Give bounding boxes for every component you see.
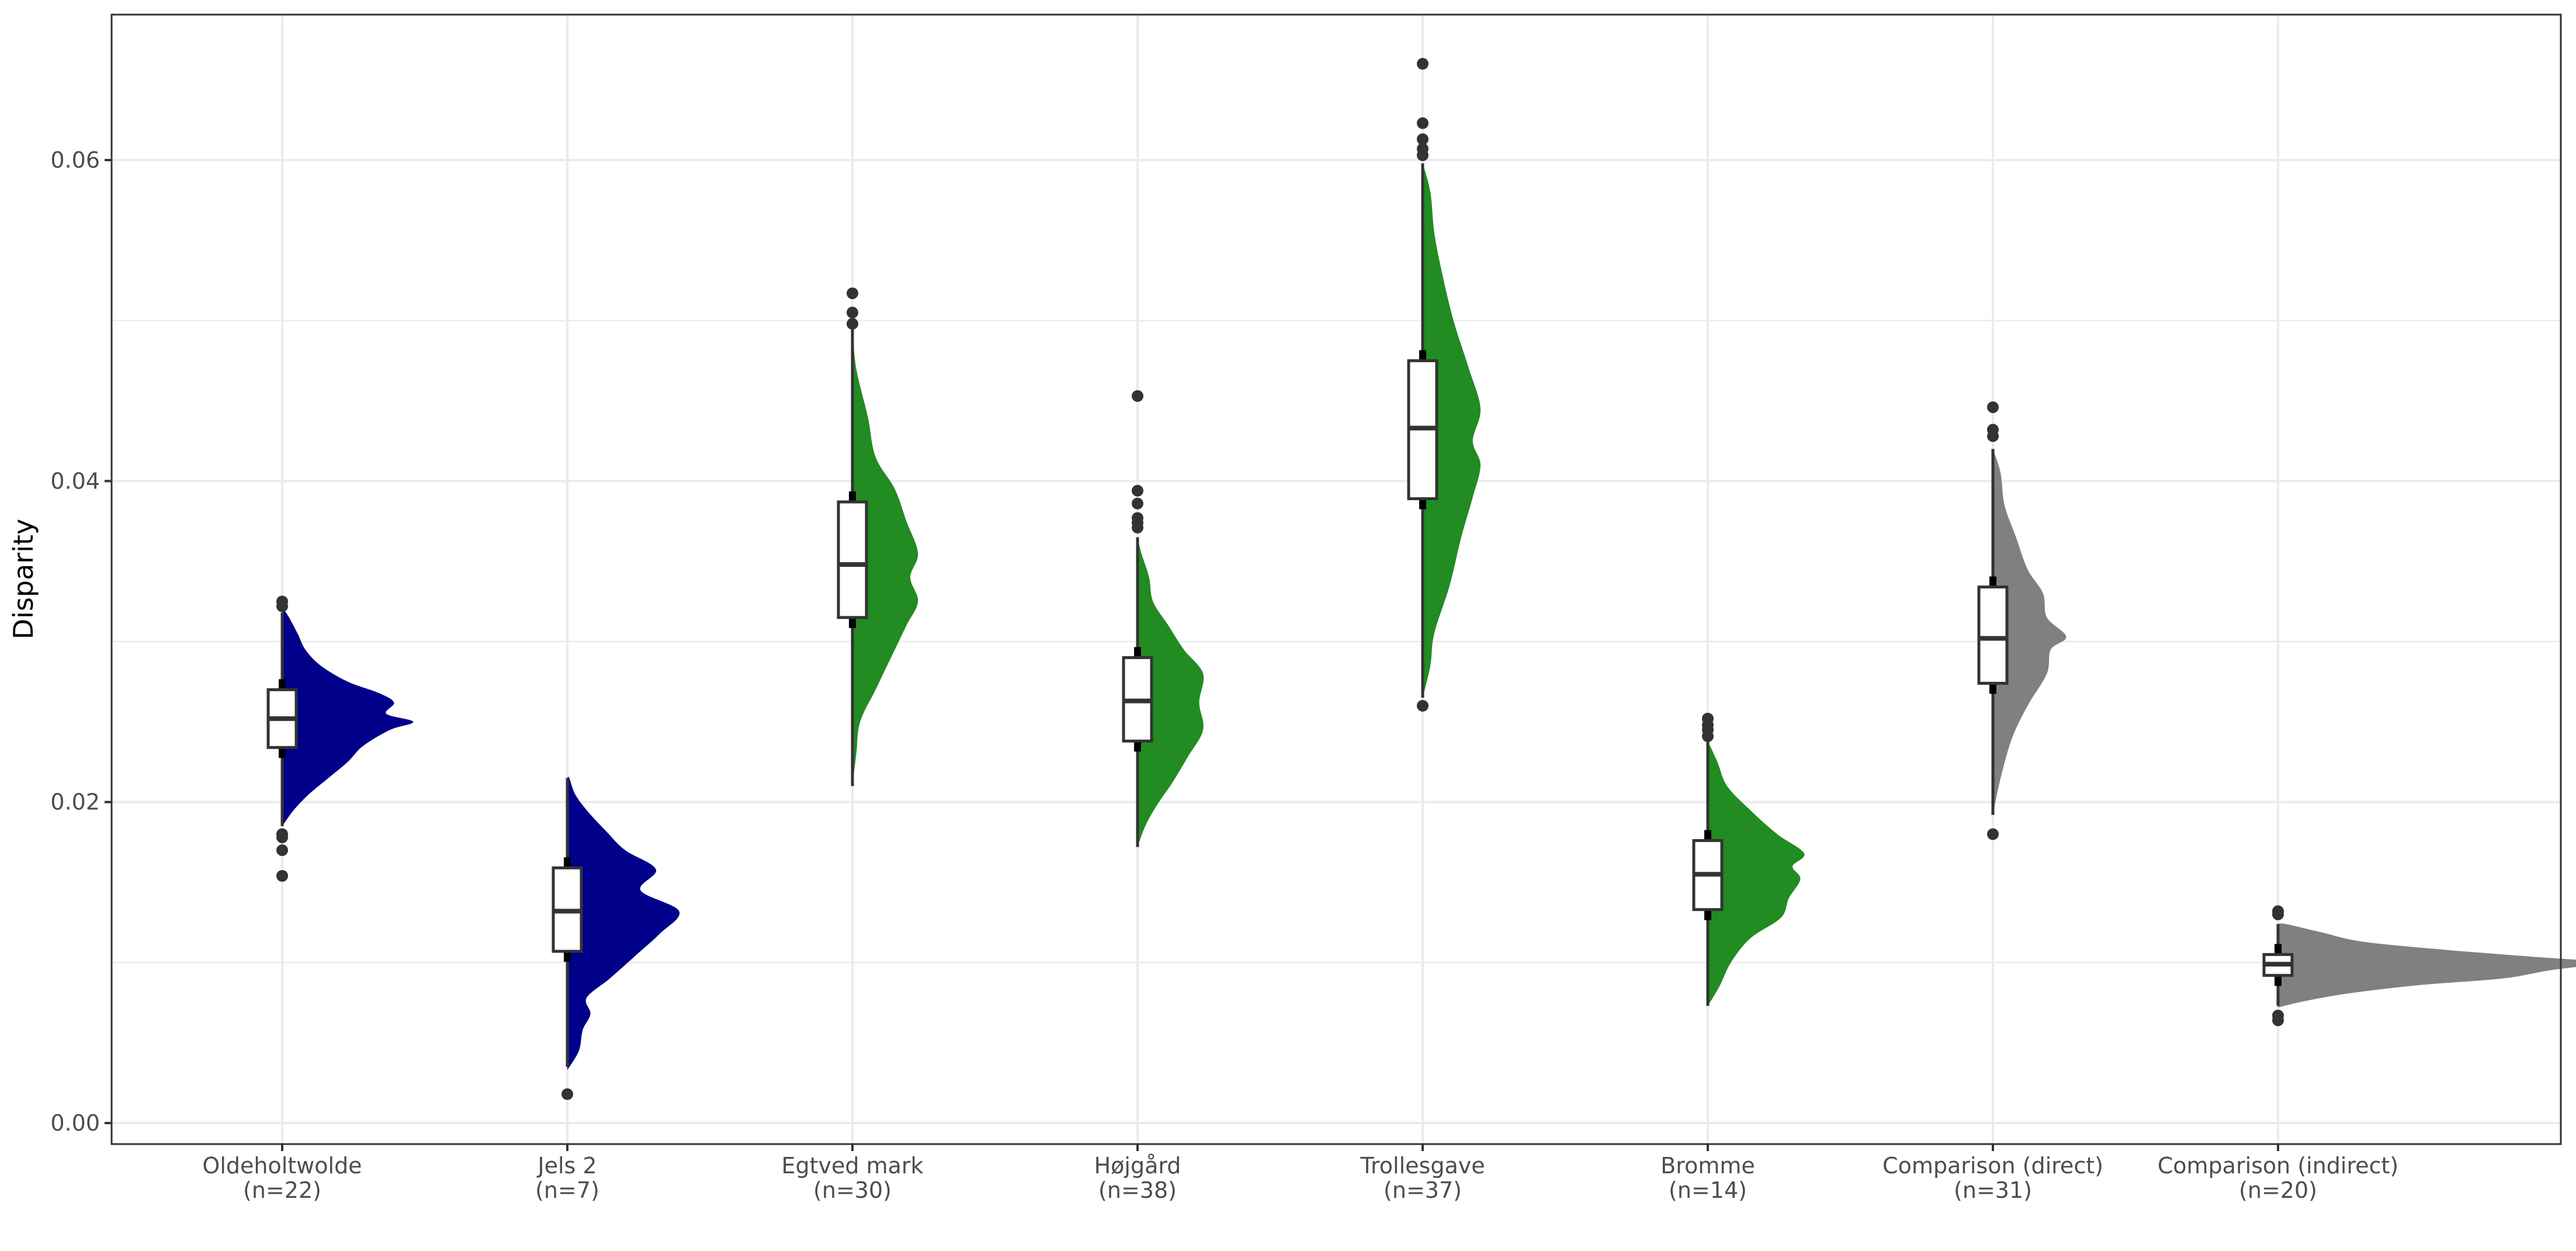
density-cloud: [1992, 447, 2067, 818]
whisker-cap-upper: [1134, 647, 1141, 658]
y-tick-label: 0.04: [50, 468, 100, 494]
density-cloud: [281, 611, 414, 827]
x-tick-sublabel: (n=22): [243, 1177, 321, 1203]
x-tick-label: Egtved mark: [781, 1153, 923, 1179]
whisker-cap-upper: [849, 491, 856, 503]
whisker-cap-upper: [2275, 944, 2282, 955]
density-cloud: [566, 777, 680, 1072]
outlier-point: [847, 287, 858, 299]
whisker-cap-lower: [1134, 741, 1141, 752]
density-clouds: [281, 161, 2576, 1072]
whisker-cap-upper: [1704, 830, 1711, 841]
x-tick-sublabel: (n=37): [1384, 1177, 1462, 1203]
panel-border: [110, 13, 2562, 1145]
y-tick-label: 0.02: [50, 789, 100, 815]
x-tick-label: Comparison (direct): [1882, 1153, 2103, 1179]
outlier-point: [1417, 117, 1429, 129]
outlier-point: [1132, 497, 1143, 510]
outlier-point: [2272, 908, 2284, 920]
outlier-point: [1417, 133, 1429, 145]
outlier-point: [276, 600, 288, 612]
outlier-point: [1987, 401, 1999, 413]
x-tick-sublabel: (n=20): [2239, 1177, 2317, 1203]
density-cloud: [1422, 161, 1481, 701]
x-tick-sublabel: (n=31): [1954, 1177, 2032, 1203]
outlier-point: [1702, 730, 1714, 743]
outlier-point: [847, 306, 858, 318]
whisker-cap-lower: [564, 951, 571, 962]
x-tick-sublabel: (n=38): [1098, 1177, 1177, 1203]
x-tick-label: Højgård: [1094, 1153, 1181, 1179]
box-iqr: [1977, 585, 2009, 685]
whisker-cap-upper: [564, 857, 571, 868]
y-axis: 0.00 0.02 0.04 0.06: [50, 147, 112, 1136]
box-iqr: [837, 500, 868, 619]
whisker-cap-upper: [1419, 350, 1426, 361]
outlier-point: [276, 870, 288, 882]
x-tick-label: Trollesgave: [1360, 1153, 1485, 1179]
x-tick-label: Jels 2: [536, 1153, 597, 1179]
outlier-point: [276, 844, 288, 857]
whisker-cap-upper: [1989, 576, 1996, 587]
density-cloud: [2276, 923, 2576, 1009]
density-cloud: [1137, 536, 1204, 849]
whisker-cap-lower: [279, 747, 286, 758]
x-tick-sublabel: (n=7): [535, 1177, 599, 1203]
density-cloud: [1707, 739, 1805, 1007]
outlier-point: [1987, 828, 1999, 840]
outlier-point: [1987, 430, 1999, 442]
x-tick-label: Bromme: [1660, 1153, 1755, 1179]
boxplots: [266, 163, 2294, 1067]
x-tick-label: Comparison (indirect): [2158, 1153, 2399, 1179]
whisker-cap-lower: [1419, 498, 1426, 510]
outlier-point: [1132, 390, 1143, 402]
x-tick-sublabel: (n=14): [1669, 1177, 1747, 1203]
outlier-point: [1132, 521, 1143, 533]
whisker-cap-lower: [1704, 909, 1711, 920]
outlier-point: [847, 318, 858, 330]
outlier-point: [1417, 58, 1429, 70]
outlier-point: [1132, 484, 1143, 497]
outlier-points: [276, 58, 2284, 1100]
whisker-cap-lower: [1989, 683, 1996, 694]
outlier-point: [1417, 149, 1429, 161]
whisker-cap-upper: [279, 679, 286, 690]
x-tick-sublabel: (n=30): [813, 1177, 892, 1203]
whisker-cap-lower: [849, 617, 856, 628]
y-axis-title: Disparity: [8, 519, 39, 640]
density-cloud: [852, 325, 918, 789]
outlier-point: [276, 831, 288, 844]
outlier-point: [1417, 699, 1429, 712]
y-tick-label: 0.06: [50, 147, 100, 173]
x-tick-label: Oldeholtwolde: [202, 1153, 362, 1179]
whisker-cap-lower: [2275, 975, 2282, 986]
outlier-point: [561, 1088, 573, 1100]
outlier-point: [2272, 1014, 2284, 1027]
y-tick-label: 0.00: [50, 1110, 100, 1136]
x-axis: Oldeholtwolde(n=22) Jels 2(n=7) Egtved mar…: [202, 1144, 2398, 1203]
